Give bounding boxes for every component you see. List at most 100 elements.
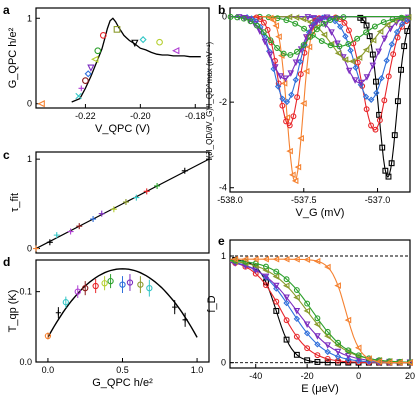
data-marker <box>398 66 404 73</box>
panel-e-frame <box>229 239 411 369</box>
data-marker <box>363 106 370 113</box>
data-marker <box>274 45 281 51</box>
data-marker <box>282 75 289 83</box>
data-marker <box>293 294 300 301</box>
x-tick-label: -20 <box>301 371 314 381</box>
data-marker <box>279 95 286 102</box>
data-marker <box>283 299 290 307</box>
data-marker <box>345 27 352 34</box>
y-tick-label: 1 <box>27 13 32 23</box>
data-marker <box>99 32 107 39</box>
data-marker <box>345 356 352 363</box>
data-marker <box>387 25 394 33</box>
data-marker <box>82 77 89 84</box>
data-marker <box>297 135 304 142</box>
data-marker <box>46 239 53 246</box>
data-marker <box>318 16 326 23</box>
x-tick-label: 0.0 <box>42 365 55 375</box>
data-marker <box>156 38 163 46</box>
panel-e-plot: -40 -20 0 20 1 0 E (μeV) f_D <box>206 239 415 395</box>
data-marker <box>327 42 334 49</box>
fit-curve <box>229 16 410 56</box>
data-marker <box>393 28 401 36</box>
panel-c-plot: 0 1 τ_fit <box>9 151 212 254</box>
panel-b-frame <box>229 7 411 193</box>
data-marker <box>369 62 377 70</box>
data-marker <box>260 29 267 36</box>
data-marker <box>280 50 287 57</box>
data-marker <box>293 256 300 263</box>
data-marker <box>394 34 401 41</box>
data-marker <box>273 268 280 275</box>
y-axis-label: (∂I_QD/∂V_G)/I_QD^max (mV⁻¹) <box>205 42 214 159</box>
data-marker <box>252 262 259 270</box>
panel-label-e: e <box>218 234 225 248</box>
y-tick-label: 1 <box>27 154 32 164</box>
data-marker <box>385 359 393 366</box>
data-marker <box>307 33 314 40</box>
data-marker <box>252 267 260 274</box>
data-marker <box>274 83 282 90</box>
data-marker <box>383 21 391 29</box>
data-marker <box>383 57 390 64</box>
data-marker <box>288 91 295 98</box>
data-marker <box>300 100 307 107</box>
data-marker <box>67 228 74 235</box>
data-marker <box>283 98 291 106</box>
data-marker <box>272 273 280 280</box>
data-marker <box>401 43 408 50</box>
data-marker <box>234 14 241 21</box>
data-marker <box>261 38 269 46</box>
data-marker <box>337 23 344 30</box>
data-marker <box>279 102 286 109</box>
data-marker <box>385 73 392 80</box>
data-marker <box>304 357 311 364</box>
data-marker <box>355 357 362 364</box>
data-marker <box>206 156 212 163</box>
data-marker <box>227 13 234 20</box>
data-marker <box>381 35 388 43</box>
data-marker <box>354 344 362 352</box>
y-axis-label: T_qp (K) <box>7 290 19 333</box>
data-marker <box>404 13 412 21</box>
panel-label-a: a <box>3 3 10 17</box>
data-marker <box>300 42 307 48</box>
data-marker <box>252 270 259 277</box>
data-marker <box>287 70 295 77</box>
data-marker <box>388 41 396 48</box>
data-marker <box>122 199 129 206</box>
data-marker <box>291 177 299 185</box>
data-marker <box>133 194 140 201</box>
data-marker <box>327 17 334 23</box>
x-axis-label: G_QPC h/e² <box>92 377 153 389</box>
data-marker <box>334 282 341 289</box>
data-marker <box>303 321 311 329</box>
data-marker <box>333 15 340 22</box>
data-marker <box>304 300 311 307</box>
panel-label-c: c <box>3 148 10 162</box>
data-marker <box>334 348 342 356</box>
data-marker <box>313 321 321 328</box>
data-marker <box>241 255 249 263</box>
data-marker <box>37 100 45 108</box>
data-marker <box>87 64 95 72</box>
data-marker <box>283 276 290 283</box>
data-marker <box>354 35 361 42</box>
data-marker <box>76 223 83 230</box>
data-marker <box>344 352 352 360</box>
data-marker <box>345 67 353 75</box>
panel-d-plot: 0.0 0.5 1.0 0.1 0.0 G_QPC h/e² T_qp (K) <box>7 259 210 389</box>
data-marker <box>380 19 387 26</box>
data-marker <box>372 126 379 133</box>
y-tick-label: 0 <box>27 244 32 254</box>
data-marker <box>320 20 327 27</box>
unity-line <box>35 158 210 250</box>
data-marker <box>293 307 301 315</box>
data-marker <box>297 71 304 78</box>
y-axis-label: f_D <box>206 295 218 312</box>
fermi-curve <box>229 261 411 363</box>
data-marker <box>182 317 188 323</box>
data-marker <box>371 23 378 30</box>
y-axis-label: G_QPC h/e² <box>7 27 19 88</box>
data-marker <box>376 117 383 124</box>
